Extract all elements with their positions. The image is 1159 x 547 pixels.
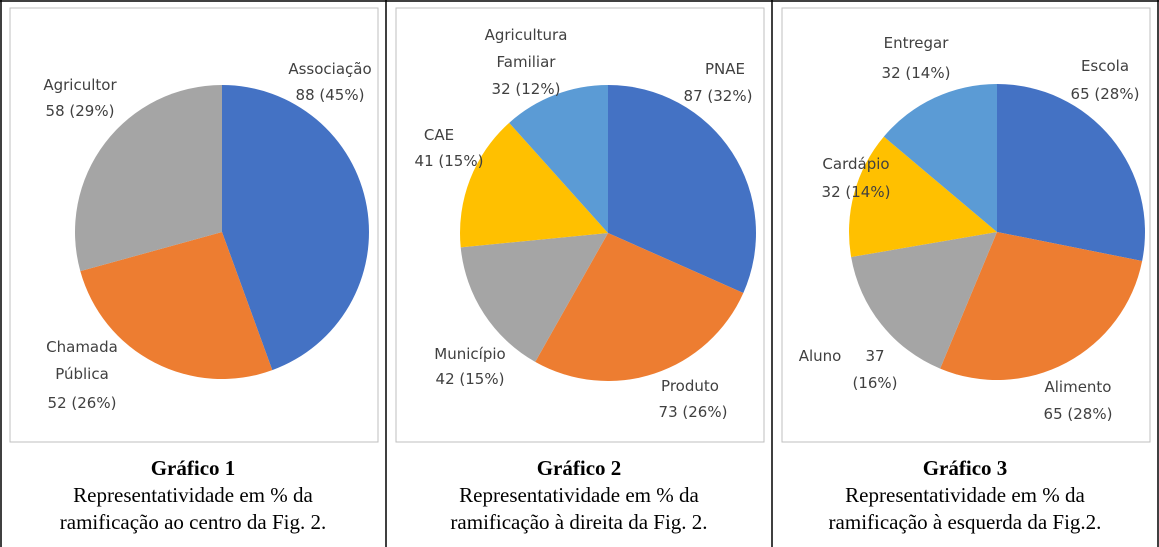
pie-slice [75, 85, 223, 272]
caption-line: Representatividade em % da [459, 483, 699, 507]
value-label: 65 (28%) [1070, 85, 1140, 103]
pie-slice [851, 232, 997, 369]
slice-label: Entregar [883, 34, 949, 52]
value-label: 32 (14%) [881, 64, 951, 82]
caption-line: Representatividade em % da [845, 483, 1085, 507]
chart-frame [9, 7, 379, 443]
slice-label: Município [434, 345, 506, 363]
value-label: 37 (16%) [852, 347, 898, 392]
slice-label: Cardápio [822, 155, 890, 173]
chart-frame [395, 7, 765, 443]
value-label: 87 (32%) [683, 87, 753, 105]
slice-label: Produto [661, 377, 719, 395]
chart-frame [781, 7, 1151, 443]
slice-label: Aluno [798, 347, 842, 365]
slice-label: CAE [423, 126, 455, 144]
caption-line: ramificação ao centro da Fig. 2. [59, 510, 327, 534]
slice-label: Alimento [1044, 378, 1112, 396]
slice-label: Agricultura Familiar [484, 26, 568, 71]
value-label: 65 (28%) [1043, 405, 1113, 423]
pie-slice [997, 84, 1145, 261]
caption-title: Gráfico 2 [536, 456, 622, 480]
pie-slice [940, 232, 1143, 380]
value-label: 32 (12%) [491, 80, 561, 98]
caption-line: ramificação à esquerda da Fig.2. [828, 510, 1102, 534]
pie-slice [535, 233, 744, 381]
pie-slice [460, 233, 608, 362]
pie-slice [459, 122, 608, 248]
slice-label: Escola [1080, 57, 1130, 75]
slice-label: Agricultor [43, 76, 117, 94]
pie-slice [509, 85, 608, 233]
caption: Gráfico 1 Representatividade em % da ramif… [0, 455, 386, 536]
pie-slice [222, 85, 369, 371]
pie-slice [848, 136, 997, 258]
pie-slice [883, 84, 997, 232]
caption: Gráfico 2 Representatividade em % da ramif… [386, 455, 772, 536]
caption-title: Gráfico 3 [922, 456, 1008, 480]
value-label: 52 (26%) [47, 394, 117, 412]
caption-title: Gráfico 1 [150, 456, 236, 480]
caption: Gráfico 3 Representatividade em % da ramif… [772, 455, 1158, 536]
value-label: 41 (15%) [414, 152, 484, 170]
caption-line: ramificação à direita da Fig. 2. [450, 510, 708, 534]
slice-label: PNAE [704, 60, 745, 78]
slice-label: Chamada Pública [46, 338, 118, 383]
pie-slice [80, 232, 273, 379]
caption-line: Representatividade em % da [73, 483, 313, 507]
slice-label: Associação [288, 60, 372, 78]
value-label: 58 (29%) [45, 102, 115, 120]
pie-slice [608, 85, 756, 293]
value-label: 88 (45%) [295, 86, 365, 104]
value-label: 42 (15%) [435, 370, 505, 388]
value-label: 32 (14%) [821, 183, 891, 201]
value-label: 73 (26%) [658, 403, 728, 421]
